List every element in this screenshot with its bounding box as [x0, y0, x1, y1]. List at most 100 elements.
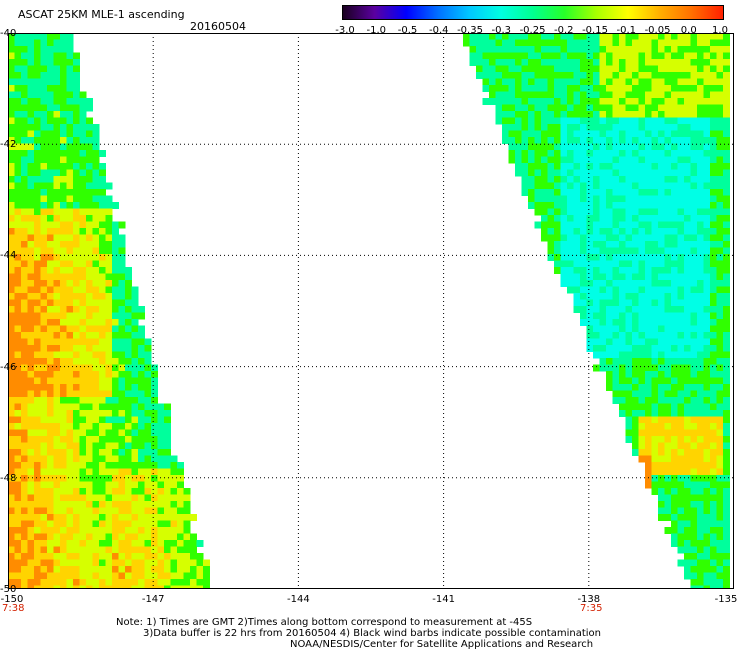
swath-cell [164, 585, 171, 589]
swath-cell [495, 104, 503, 112]
swath-cell [651, 247, 659, 255]
swath-cell [40, 442, 48, 450]
swath-cell [79, 397, 87, 404]
swath-cell [593, 312, 600, 320]
swath-cell [73, 338, 80, 346]
swath-cell [157, 527, 165, 534]
swath-cell [645, 202, 652, 209]
swath-cell [619, 286, 626, 294]
swath-cell [573, 202, 581, 209]
swath-cell [716, 78, 724, 86]
swath-cell [697, 150, 704, 157]
swath-cell [619, 280, 626, 287]
swath-cell [177, 585, 184, 589]
swath-cell [34, 546, 41, 554]
swath-cell [73, 579, 80, 586]
swath-cell [92, 150, 100, 157]
swath-cell [8, 137, 15, 144]
swath-cell [99, 228, 106, 235]
swath-cell [697, 39, 704, 47]
swath-cell [502, 52, 509, 60]
swath-cell [183, 579, 191, 586]
swath-cell [638, 130, 646, 138]
swath-cell [723, 514, 730, 521]
swath-cell [515, 39, 522, 47]
swath-cell [92, 579, 100, 586]
swath-cell [164, 429, 171, 437]
swath-cell [515, 137, 522, 144]
swath-cell [690, 85, 698, 92]
swath-cell [131, 377, 139, 385]
swath-cell [138, 390, 145, 398]
swath-cell [664, 501, 672, 508]
swath-cell [664, 163, 672, 170]
swath-cell [625, 364, 633, 372]
swath-cell [99, 208, 106, 216]
swath-cell [625, 228, 633, 235]
swath-cell [534, 46, 542, 53]
swath-cell [658, 267, 665, 274]
swath-cell [495, 52, 503, 60]
swath-cell [612, 182, 620, 190]
swath-cell [567, 124, 574, 131]
swath-cell [580, 299, 587, 307]
swath-cell [625, 46, 633, 53]
swath-cell [144, 481, 152, 489]
swath-cell [489, 59, 496, 66]
swath-cell [53, 572, 61, 580]
swath-cell [86, 520, 93, 528]
swath-cell [151, 429, 158, 437]
swath-cell [528, 189, 535, 196]
swath-cell [567, 85, 574, 92]
swath-cell [521, 78, 529, 86]
swath-cell [703, 501, 711, 508]
swath-cell [606, 91, 613, 99]
swath-cell [60, 351, 67, 359]
swath-cell [66, 371, 74, 378]
swath-cell [664, 488, 672, 495]
swath-cell [34, 371, 41, 378]
swath-cell [53, 559, 61, 567]
swath-cell [716, 117, 724, 125]
swath-cell [73, 169, 80, 177]
swath-cell [690, 130, 698, 138]
swath-cell [619, 403, 626, 411]
swath-cell [86, 488, 93, 495]
swath-cell [138, 572, 145, 580]
swath-cell [716, 481, 724, 489]
swath-cell [625, 371, 633, 378]
swath-cell [53, 351, 61, 359]
swath-cell [86, 195, 93, 203]
swath-cell [716, 403, 724, 411]
colorbar-tick-label: -1.0 [366, 25, 387, 36]
swath-cell [99, 494, 106, 502]
swath-cell [723, 488, 730, 495]
swath-cell [651, 33, 659, 40]
swath-cell [47, 130, 54, 138]
swath-cell [638, 111, 646, 118]
swath-cell [34, 241, 41, 248]
swath-cell [495, 78, 503, 86]
swath-cell [586, 33, 594, 40]
swath-cell [658, 416, 665, 424]
swath-cell [495, 117, 503, 125]
swath-cell [79, 449, 87, 456]
swath-cell [599, 306, 607, 313]
swath-cell [40, 455, 48, 463]
swath-cell [593, 267, 600, 274]
swath-cell [677, 85, 685, 92]
swath-cell [547, 221, 555, 229]
swath-cell [580, 72, 587, 79]
swath-cell [79, 345, 87, 352]
swath-cell [684, 169, 691, 177]
swath-cell [560, 163, 568, 170]
swath-cell [47, 39, 54, 47]
swath-cell [105, 221, 113, 229]
swath-cell [703, 390, 711, 398]
swath-cell [612, 234, 620, 242]
swath-cell [144, 364, 152, 372]
swath-cell [125, 514, 132, 521]
swath-cell [684, 182, 691, 190]
swath-cell [606, 137, 613, 144]
swath-cell [671, 390, 678, 398]
